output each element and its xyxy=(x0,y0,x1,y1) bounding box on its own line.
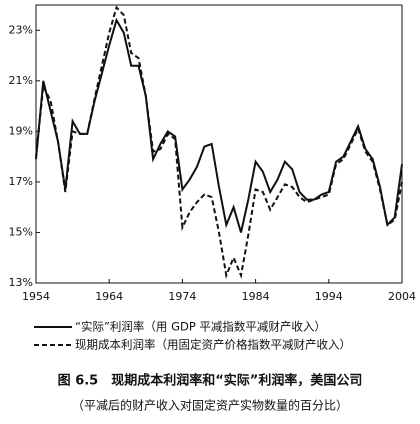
series-line xyxy=(35,17,403,233)
x-tick-label: 1954 xyxy=(22,290,50,303)
x-tick-label: 1964 xyxy=(95,290,123,303)
x-tick-label: 1984 xyxy=(242,290,270,303)
y-tick-label: 15% xyxy=(9,225,33,238)
y-tick-label: 13% xyxy=(9,276,33,289)
chart-caption: （平减后的财产收入对固定资产实物数量的百分比） xyxy=(72,398,348,413)
x-tick-label: 1974 xyxy=(168,290,196,303)
y-tick-label: 21% xyxy=(9,74,33,87)
legend-label: “实际”利润率（用 GDP 平减指数平减财产收入） xyxy=(75,320,326,334)
series-line xyxy=(35,5,403,279)
chart-title: 图 6.5 现期成本利润率和“实际”利润率，美国公司 xyxy=(58,373,363,389)
y-tick-label: 23% xyxy=(9,23,33,36)
x-tick-label: 1994 xyxy=(315,290,343,303)
y-tick-label: 19% xyxy=(9,124,33,137)
plot-frame xyxy=(35,4,403,284)
legend-label: 现期成本利润率（用固定资产价格指数平减财产收入） xyxy=(75,338,351,352)
x-tick-label: 2004 xyxy=(388,290,416,303)
y-tick-label: 17% xyxy=(9,175,33,188)
